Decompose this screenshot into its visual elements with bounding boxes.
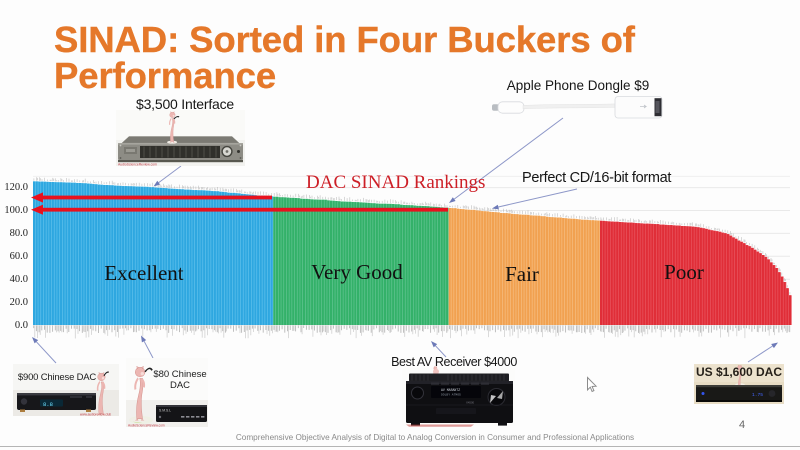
- svg-text:X4500: X4500: [466, 400, 475, 404]
- svg-text:1.75: 1.75: [752, 392, 763, 398]
- svg-text:AudioScienceReview.com: AudioScienceReview.com: [118, 163, 157, 167]
- svg-text:S.M.S.L: S.M.S.L: [159, 409, 171, 413]
- svg-text:AudioScienceReview.com: AudioScienceReview.com: [128, 424, 165, 428]
- svg-text:8.8: 8.8: [43, 401, 53, 408]
- svg-text:AV MARANTZ: AV MARANTZ: [441, 388, 460, 392]
- svg-text:DOLBY ATMOS: DOLBY ATMOS: [441, 394, 461, 397]
- svg-text:www.audioreview.club: www.audioreview.club: [80, 413, 111, 417]
